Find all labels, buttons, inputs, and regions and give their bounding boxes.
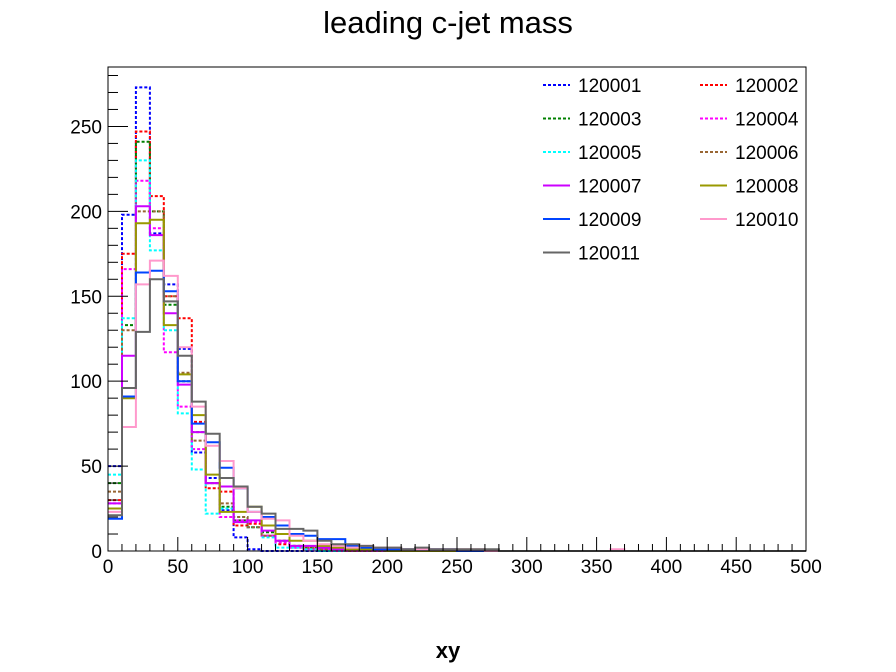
- y-tick-label: 250: [70, 117, 102, 138]
- x-tick-label: 350: [581, 557, 613, 578]
- series-line-120011: [108, 278, 806, 552]
- plot-frame: [107, 66, 807, 552]
- x-axis-label: xy: [436, 638, 461, 663]
- legend-label: 120007: [578, 177, 641, 198]
- x-tick-label: 150: [302, 557, 334, 578]
- y-tick-label: 50: [81, 457, 102, 478]
- legend-label: 120010: [735, 210, 798, 231]
- series-line-120009: [108, 269, 806, 552]
- series-layer: [108, 86, 806, 552]
- x-tick-label: 50: [167, 557, 188, 578]
- legend-label: 120006: [735, 143, 798, 164]
- legend-label: 120002: [735, 76, 798, 97]
- x-tick-label: 300: [511, 557, 543, 578]
- legend-label: 120011: [578, 244, 640, 265]
- series-line-120007: [108, 205, 806, 552]
- legend-item-120011: 120011: [543, 244, 640, 265]
- legend-item-120005: 120005: [543, 143, 641, 164]
- legend-item-120010: 120010: [700, 210, 798, 231]
- chart-title: leading c-jet mass: [323, 5, 573, 40]
- legend-item-120008: 120008: [700, 177, 798, 198]
- y-tick-label: 150: [70, 287, 102, 308]
- legend-label: 120003: [578, 110, 641, 131]
- series-line-120006: [108, 210, 806, 552]
- legend-item-120009: 120009: [543, 210, 641, 231]
- legend-label: 120005: [578, 143, 641, 164]
- x-tick-label: 100: [232, 557, 264, 578]
- y-tick-label: 200: [70, 202, 102, 223]
- legend-item-120003: 120003: [543, 110, 641, 131]
- x-tick-label: 200: [371, 557, 403, 578]
- x-tick-label: 0: [103, 557, 114, 578]
- x-tick-label: 250: [441, 557, 473, 578]
- x-tick-label: 400: [651, 557, 683, 578]
- legend: 120001 120002 120003 120004 120005 120006 1200…: [543, 76, 799, 265]
- legend-label: 120004: [735, 110, 799, 131]
- series-line-120008: [108, 218, 806, 552]
- series-line-120003: [108, 140, 806, 552]
- x-tick-label: 450: [720, 557, 752, 578]
- legend-item-120001: 120001: [543, 76, 641, 97]
- series-line-120010: [108, 259, 806, 552]
- series-line-120004: [108, 179, 806, 552]
- axes-layer: 0 50 100 150 200 250 300 350 400 450 500 0 50 100 150 2…: [70, 66, 822, 578]
- x-tick-label: 500: [790, 557, 822, 578]
- legend-item-120006: 120006: [700, 143, 798, 164]
- series-line-120001: [108, 86, 806, 552]
- series-line-120002: [108, 130, 806, 552]
- y-tick-label: 0: [91, 542, 102, 563]
- legend-label: 120008: [735, 177, 798, 198]
- legend-label: 120009: [578, 210, 641, 231]
- legend-label: 120001: [578, 76, 641, 97]
- legend-item-120004: 120004: [700, 110, 799, 131]
- legend-item-120002: 120002: [700, 76, 798, 97]
- legend-item-120007: 120007: [543, 177, 641, 198]
- y-tick-label: 100: [70, 372, 102, 393]
